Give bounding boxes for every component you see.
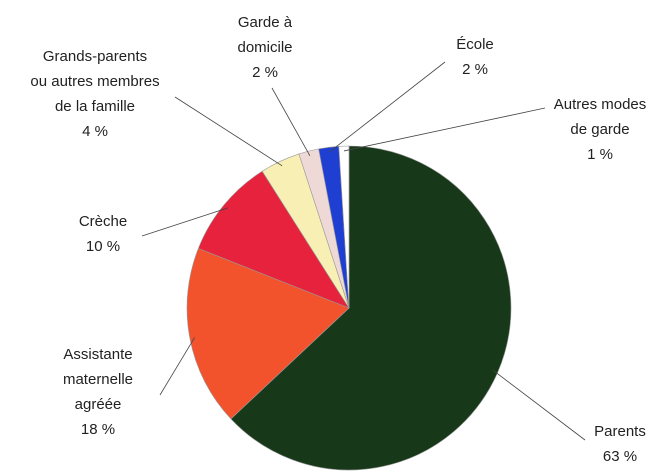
slice-label: Grands-parents xyxy=(43,48,147,65)
slice-label: Assistante xyxy=(63,346,132,363)
value-label: 1 % xyxy=(587,146,613,163)
slice-label: maternelle xyxy=(63,371,133,388)
slice-label: ou autres membres xyxy=(30,73,159,90)
slice-label: agréée xyxy=(75,396,122,413)
leader-line xyxy=(141,207,229,237)
value-label: 4 % xyxy=(82,123,108,140)
leader-line xyxy=(329,61,446,153)
leader-line xyxy=(159,337,195,396)
slice-label: Garde à xyxy=(238,14,293,31)
leader-line xyxy=(174,96,283,167)
pie-slice xyxy=(338,145,350,309)
leader-line xyxy=(492,370,586,441)
value-label: 10 % xyxy=(86,238,120,255)
pie-slice xyxy=(186,247,350,420)
leader-line xyxy=(271,87,311,156)
slice-label: Autres modes xyxy=(554,96,647,113)
slice-label: Parents xyxy=(594,423,646,440)
value-label: 63 % xyxy=(603,448,637,465)
slice-label: domicile xyxy=(237,39,292,56)
slice-label: École xyxy=(456,36,494,53)
pie-slice xyxy=(230,145,512,471)
leader-line xyxy=(343,107,546,152)
slice-label: de la famille xyxy=(55,98,135,115)
slice-label: de garde xyxy=(570,121,629,138)
value-label: 18 % xyxy=(81,421,115,438)
slice-label: Crèche xyxy=(79,213,127,230)
value-label: 2 % xyxy=(252,64,278,81)
value-label: 2 % xyxy=(462,61,488,78)
pie-slice xyxy=(197,170,350,309)
